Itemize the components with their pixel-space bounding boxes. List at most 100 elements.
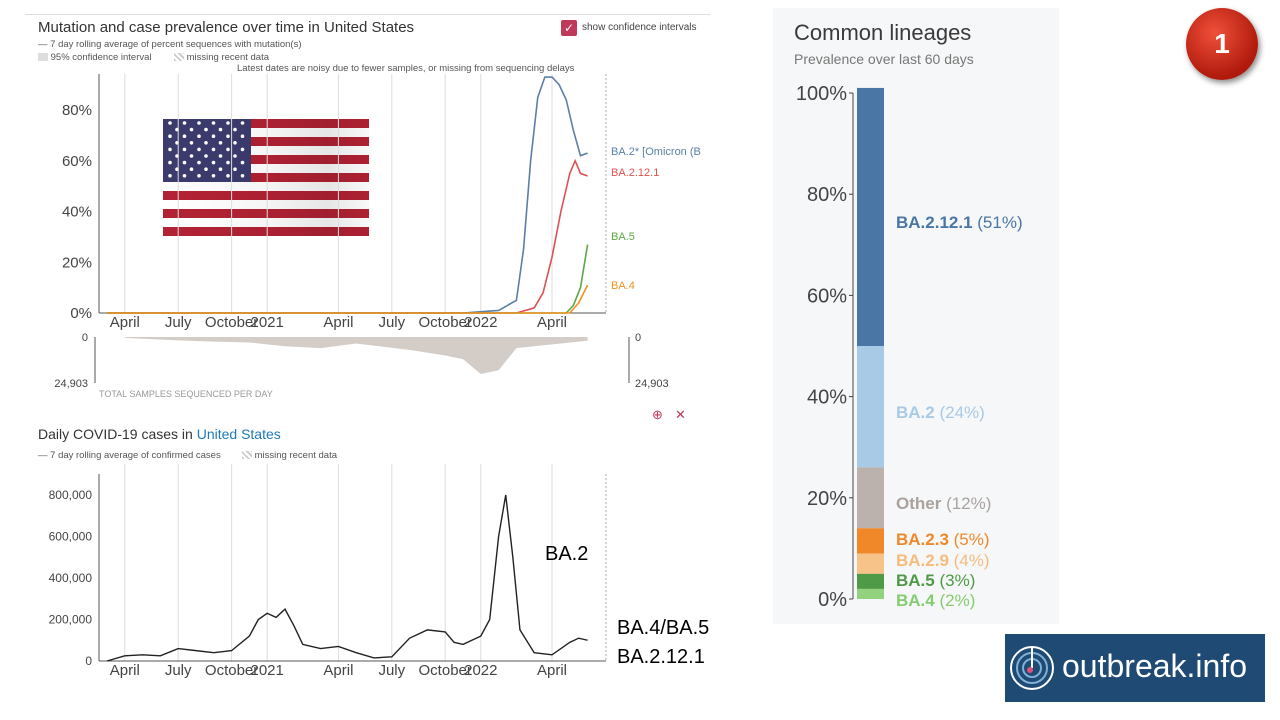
stack-label-BA.2: BA.2 (24%) bbox=[896, 403, 985, 422]
outbreak-info-logo: outbreak.info bbox=[1005, 634, 1265, 702]
stack-label-percent: (24%) bbox=[939, 403, 984, 422]
stack-label-percent: (51%) bbox=[977, 213, 1022, 232]
top-border bbox=[25, 14, 710, 15]
y-tick-label: 20% bbox=[62, 254, 92, 271]
stack-label-percent: (5%) bbox=[954, 530, 990, 549]
stack-label-name: BA.2.3 bbox=[896, 530, 954, 549]
slide-number-badge: 1 bbox=[1186, 8, 1258, 80]
y-tick-label: 100% bbox=[796, 83, 847, 105]
cases-line bbox=[106, 494, 588, 662]
stack-label-BA.2.9: BA.2.9 (4%) bbox=[896, 551, 990, 570]
series-end-label: BA.5 bbox=[611, 231, 635, 243]
location-link[interactable]: United States bbox=[196, 426, 281, 442]
y-tick-label: 0% bbox=[818, 589, 847, 611]
logo-text: outbreak.info bbox=[1062, 648, 1248, 684]
y-tick-label: 600,000 bbox=[49, 530, 93, 544]
cases-chart-title: Daily COVID-19 cases in United States bbox=[38, 426, 281, 442]
annotation-ba2: BA.2 bbox=[545, 543, 589, 565]
stack-label-BA.4: BA.4 (2%) bbox=[896, 591, 975, 610]
hatch-swatch bbox=[174, 53, 184, 62]
ci-swatch bbox=[38, 53, 48, 62]
prevalence-chart-title: Mutation and case prevalence over time i… bbox=[38, 19, 415, 36]
stack-segment-BA.5 bbox=[857, 573, 884, 589]
confidence-interval-checkbox[interactable]: ✓ bbox=[561, 20, 577, 36]
stack-label-percent: (3%) bbox=[939, 571, 975, 590]
annotation-ba45: BA.4/BA.5 bbox=[617, 617, 710, 639]
x-tick-label: April bbox=[537, 662, 567, 679]
stack-label-name: BA.4 bbox=[896, 591, 939, 610]
x-tick-label: July bbox=[378, 662, 405, 679]
samples-tick: 0 bbox=[635, 332, 641, 344]
series-line-BA.2OmicronB bbox=[107, 76, 588, 314]
series-line-BA.2.12.1 bbox=[107, 158, 588, 314]
x-tick-label: October bbox=[205, 662, 258, 679]
x-tick-label: April bbox=[323, 662, 353, 679]
stack-label-BA.5: BA.5 (3%) bbox=[896, 571, 975, 590]
x-tick-label: April bbox=[537, 314, 567, 331]
cases-hatch-swatch bbox=[242, 451, 252, 460]
x-tick-label: July bbox=[165, 662, 192, 679]
y-tick-label: 400,000 bbox=[49, 571, 93, 585]
x-tick-label: April bbox=[323, 314, 353, 331]
common-lineages-panel: Common lineages Prevalence over last 60 … bbox=[773, 8, 1059, 624]
stack-label-name: BA.5 bbox=[896, 571, 939, 590]
legend-missing: missing recent data bbox=[174, 52, 269, 63]
x-tick-label: July bbox=[378, 314, 405, 331]
y-tick-label: 60% bbox=[807, 285, 847, 307]
x-tick-label: October bbox=[419, 662, 472, 679]
series-end-label: BA.4 bbox=[611, 280, 635, 292]
stack-label-name: BA.2 bbox=[896, 403, 939, 422]
y-tick-label: 800,000 bbox=[49, 488, 93, 502]
samples-tick: 0 bbox=[82, 332, 88, 344]
stack-label-BA.2.3: BA.2.3 (5%) bbox=[896, 530, 990, 549]
lineages-title: Common lineages bbox=[794, 20, 972, 45]
y-tick-label: 0 bbox=[85, 654, 92, 668]
y-tick-label: 40% bbox=[807, 387, 847, 409]
x-tick-label: 2021 bbox=[251, 314, 284, 331]
series-line-BA.4 bbox=[107, 284, 589, 314]
reset-zoom-icon[interactable]: ✕ bbox=[675, 407, 686, 422]
x-tick-label: 2022 bbox=[464, 662, 497, 679]
stack-label-percent: (2%) bbox=[939, 591, 975, 610]
checkbox-label[interactable]: show confidence intervals bbox=[582, 22, 697, 33]
cases-title-prefix: Daily COVID-19 cases in bbox=[38, 426, 197, 442]
stack-segment-BA.2.9 bbox=[857, 553, 884, 574]
lineages-subtitle: Prevalence over last 60 days bbox=[794, 51, 974, 67]
legend-missing-text: missing recent data bbox=[186, 52, 270, 63]
y-tick-label: 0% bbox=[70, 305, 92, 322]
x-tick-label: July bbox=[165, 314, 192, 331]
stack-label-name: BA.2.9 bbox=[896, 551, 954, 570]
stack-label-name: BA.2.12.1 bbox=[896, 213, 977, 232]
series-end-label: BA.2.12.1 bbox=[611, 167, 659, 179]
cases-legend-missing-text: missing recent data bbox=[254, 450, 338, 461]
annotation-ba2121: BA.2.12.1 bbox=[617, 646, 705, 668]
x-tick-label: 2022 bbox=[464, 314, 497, 331]
cases-legend-missing: missing recent data bbox=[242, 450, 337, 461]
stack-segment-Other bbox=[857, 467, 884, 529]
samples-tick: 24,903 bbox=[635, 378, 669, 390]
series-line-BA.5 bbox=[107, 244, 589, 314]
zoom-icon[interactable]: ⊕ bbox=[652, 407, 663, 422]
noisy-note: Latest dates are noisy due to fewer samp… bbox=[237, 63, 575, 74]
legend-line: — 7 day rolling average of percent seque… bbox=[38, 39, 302, 50]
legend-ci-text: 95% confidence interval bbox=[50, 52, 152, 63]
x-tick-label: 2021 bbox=[251, 662, 284, 679]
y-tick-label: 40% bbox=[62, 204, 92, 221]
stack-segment-BA.2.12.1 bbox=[857, 87, 884, 346]
stack-segment-BA.2.3 bbox=[857, 528, 884, 554]
stack-label-percent: (4%) bbox=[954, 551, 990, 570]
x-tick-label: October bbox=[419, 314, 472, 331]
stack-label-percent: (12%) bbox=[946, 494, 991, 513]
us-flag-image bbox=[163, 119, 369, 236]
series-end-label: BA.2* [Omicron (B bbox=[611, 146, 701, 158]
stack-segment-BA.4 bbox=[857, 588, 884, 599]
cases-legend-text: 7 day rolling average of confirmed cases bbox=[50, 450, 221, 461]
y-tick-label: 200,000 bbox=[49, 613, 93, 627]
cases-legend-line: — 7 day rolling average of confirmed cas… bbox=[38, 450, 221, 461]
stack-label-name: Other bbox=[896, 494, 946, 513]
samples-area bbox=[124, 337, 588, 374]
stack-label-Other: Other (12%) bbox=[896, 494, 991, 513]
y-tick-label: 80% bbox=[62, 102, 92, 119]
